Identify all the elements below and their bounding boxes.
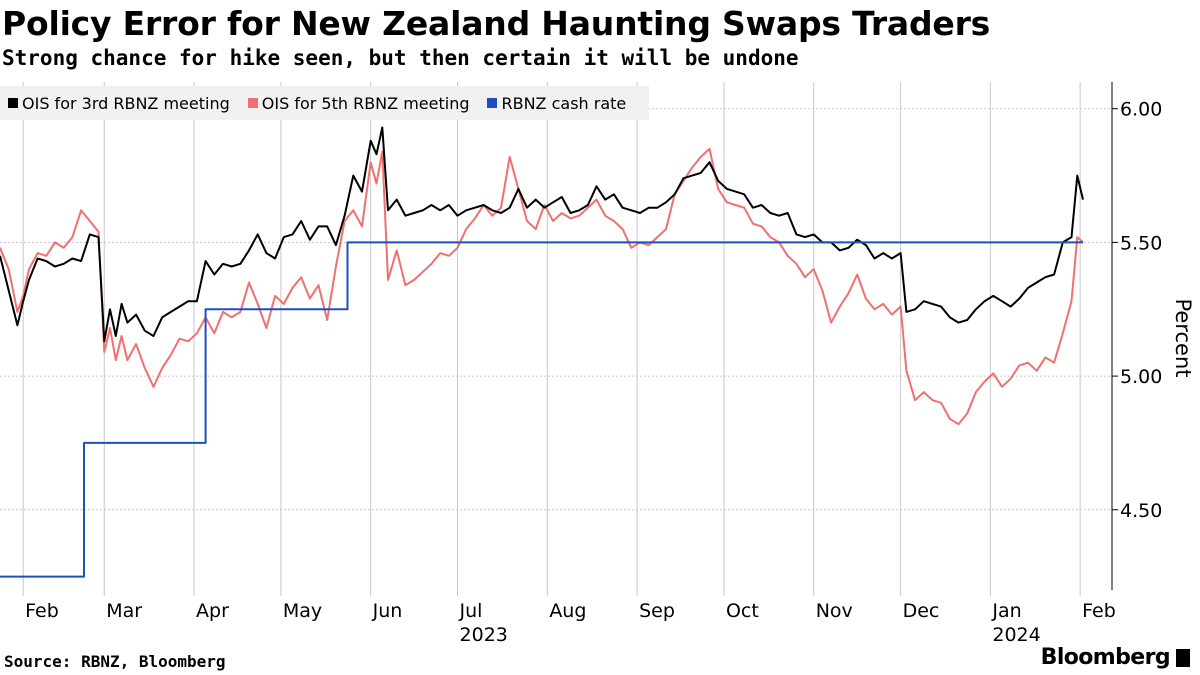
- x-tick-label: Jul: [459, 600, 483, 622]
- legend-swatch-ois-3rd: [8, 98, 18, 108]
- x-tick-label: Apr: [196, 600, 229, 622]
- x-tick-label: Aug: [549, 600, 586, 622]
- y-tick-label: 4.50: [1120, 500, 1162, 522]
- legend-item-cash-rate: RBNZ cash rate: [487, 94, 626, 113]
- terminal-icon: [1176, 648, 1190, 667]
- legend-item-ois-3rd: OIS for 3rd RBNZ meeting: [8, 94, 230, 113]
- brand-wordmark: Bloomberg: [1040, 645, 1171, 670]
- x-tick-label: Jan: [991, 600, 1021, 622]
- y-tick-label: 5.50: [1120, 232, 1162, 254]
- x-tick-label: Mar: [106, 600, 142, 622]
- y-axis-label: Percent: [1171, 298, 1195, 377]
- x-tick-label: Sep: [639, 600, 675, 622]
- y-tick-label: 6.00: [1120, 99, 1162, 121]
- series-line-cash-rate: [0, 241, 1083, 578]
- year-label: 2023: [460, 624, 508, 646]
- bloomberg-logo: Bloomberg: [1041, 645, 1190, 670]
- y-tick-label: 5.00: [1120, 366, 1162, 388]
- chart-subtitle: Strong chance for hike seen, but then ce…: [2, 46, 799, 70]
- x-tick-label: May: [283, 600, 322, 622]
- legend-swatch-cash-rate: [487, 98, 498, 108]
- x-tick-label: Dec: [903, 600, 940, 622]
- x-tick-label: Feb: [25, 600, 59, 622]
- x-tick-label: Jun: [372, 600, 403, 622]
- legend-label-ois-3rd: OIS for 3rd RBNZ meeting: [22, 93, 230, 113]
- legend-label-cash-rate: RBNZ cash rate: [501, 93, 627, 113]
- legend-item-ois-5th: OIS for 5th RBNZ meeting: [247, 93, 470, 113]
- chart-legend: OIS for 3rd RBNZ meeting OIS for 5th RBN…: [0, 86, 649, 120]
- year-label: 2024: [992, 624, 1040, 646]
- legend-label-ois-5th: OIS for 5th RBNZ meeting: [261, 93, 470, 113]
- chart-title: Policy Error for New Zealand Haunting Sw…: [2, 4, 991, 43]
- series-line-ois-5th: [0, 147, 1084, 426]
- legend-swatch-ois-5th: [247, 98, 258, 108]
- source-note: Source: RBNZ, Bloomberg: [4, 652, 226, 671]
- series-line-ois-3rd: [0, 126, 1084, 343]
- x-tick-label: Feb: [1082, 600, 1116, 622]
- x-tick-label: Nov: [816, 600, 853, 622]
- x-tick-label: Oct: [726, 600, 759, 622]
